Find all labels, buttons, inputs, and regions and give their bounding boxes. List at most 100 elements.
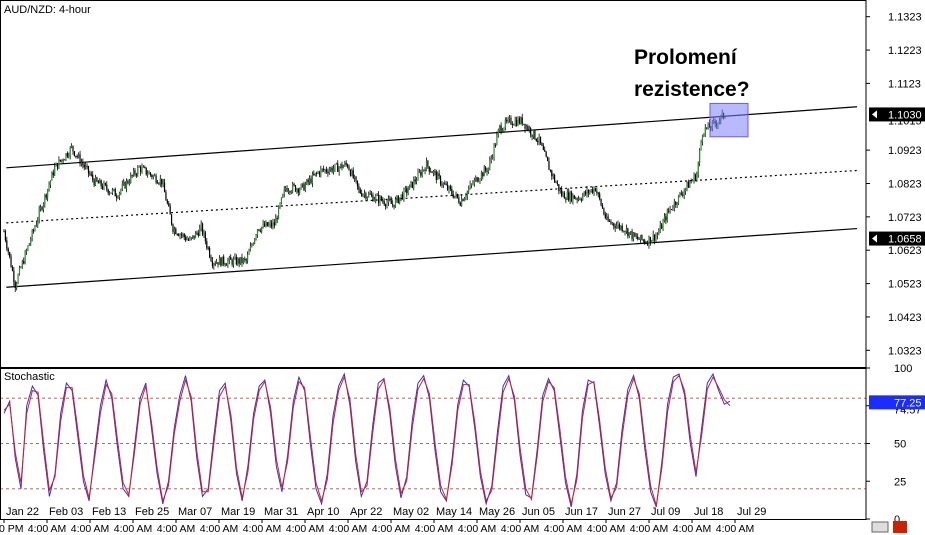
candle-body <box>251 244 253 247</box>
candle-body <box>483 167 485 177</box>
candle-body <box>304 184 306 191</box>
candle-body <box>25 250 28 252</box>
candle-body <box>403 188 405 200</box>
candle-body <box>462 199 464 201</box>
candle-body <box>21 261 23 268</box>
time-tick-label: 4:00 AM <box>372 523 411 535</box>
candle-body <box>565 198 567 200</box>
candle-body <box>438 173 440 177</box>
time-tick-label: 4:00 AM <box>329 523 368 535</box>
candle-body <box>331 167 333 172</box>
candle-body <box>234 256 236 259</box>
candle-body <box>628 232 630 237</box>
stochastic-panel-border <box>0 368 867 520</box>
candle-body <box>13 270 15 283</box>
candle-body <box>189 238 191 241</box>
candle-body <box>128 182 130 184</box>
candle-body <box>121 184 123 190</box>
date-tick-label: Apr 10 <box>307 506 339 518</box>
candle-body <box>653 234 656 241</box>
candle-body <box>179 234 181 236</box>
candle-body <box>141 167 143 173</box>
candle-body <box>224 263 226 265</box>
candle-body <box>613 223 615 227</box>
candle-body <box>269 222 271 225</box>
candle-body <box>437 173 439 180</box>
candle-body <box>421 169 423 176</box>
candle-body <box>361 193 363 197</box>
candle-body <box>392 203 394 205</box>
candle-body <box>268 224 270 227</box>
candle-body <box>496 135 498 146</box>
candle-body <box>624 231 626 233</box>
candle-body <box>230 257 232 260</box>
candle-body <box>521 117 523 125</box>
candle-body <box>276 218 278 220</box>
channel-line-solid <box>6 227 858 288</box>
time-tick-label: 4:00 AM <box>415 523 454 535</box>
time-axis: Jan 22 4:00 PM Feb 03 4:00 AM Feb 13 4:00 AM F… <box>0 506 766 535</box>
candle-body <box>311 174 313 184</box>
price-badge-label: 1.0658 <box>888 234 922 246</box>
date-tick-label: May 26 <box>479 506 515 518</box>
candle-body <box>87 166 90 174</box>
candle-body <box>283 189 285 195</box>
candle-body <box>469 184 471 189</box>
candle-body <box>555 181 557 183</box>
candle-body <box>172 224 174 233</box>
candle-body <box>508 117 511 119</box>
date-tick-label: Jul 09 <box>651 506 680 518</box>
candle-body <box>344 162 346 166</box>
candle-body <box>193 235 195 239</box>
candle-body <box>45 194 47 198</box>
candle-body <box>380 196 382 201</box>
candle-body <box>632 232 635 239</box>
candle-body <box>192 235 194 238</box>
price-tick-label: 1.0423 <box>888 312 922 324</box>
candle-body <box>390 200 392 204</box>
candle-body <box>221 256 223 266</box>
candle-body <box>649 236 651 243</box>
candle-body <box>376 194 378 196</box>
candle-body <box>379 196 381 203</box>
price-tick-label: 1.0723 <box>888 212 922 224</box>
candle-body <box>454 195 456 198</box>
candle-body <box>680 193 682 195</box>
candle-body <box>231 259 233 265</box>
candle-body <box>349 170 352 176</box>
time-tick-label: 4:00 AM <box>243 523 282 535</box>
candle-body <box>541 143 543 146</box>
candle-body <box>408 184 411 190</box>
candle-body <box>151 174 153 178</box>
candle-body <box>663 216 666 222</box>
candle-body <box>417 172 419 181</box>
candle-body <box>17 274 19 284</box>
candle-body <box>270 222 273 227</box>
candle-body <box>154 175 156 177</box>
candle-body <box>669 208 671 211</box>
candle-body <box>446 184 449 190</box>
candle-body <box>173 228 175 233</box>
candle-body <box>497 129 499 136</box>
candle-body <box>330 167 332 171</box>
candle-body <box>170 214 173 225</box>
candle-body <box>293 184 295 186</box>
candle-body <box>117 197 119 199</box>
candle-body <box>332 168 335 172</box>
candle-body <box>503 127 505 131</box>
candle-body <box>85 165 87 168</box>
candle-body <box>382 200 384 202</box>
candle-body <box>287 191 290 193</box>
candle-body <box>99 180 101 184</box>
candle-body <box>682 194 684 196</box>
candle-body <box>480 172 482 179</box>
candle-body <box>414 179 416 182</box>
candle-body <box>76 155 78 157</box>
candle-body <box>552 175 554 177</box>
candle-body <box>604 214 606 219</box>
candle-body <box>559 189 561 191</box>
candle-body <box>385 204 387 207</box>
candle-body <box>404 188 406 190</box>
candle-body <box>200 223 202 228</box>
candle-body <box>442 183 444 186</box>
